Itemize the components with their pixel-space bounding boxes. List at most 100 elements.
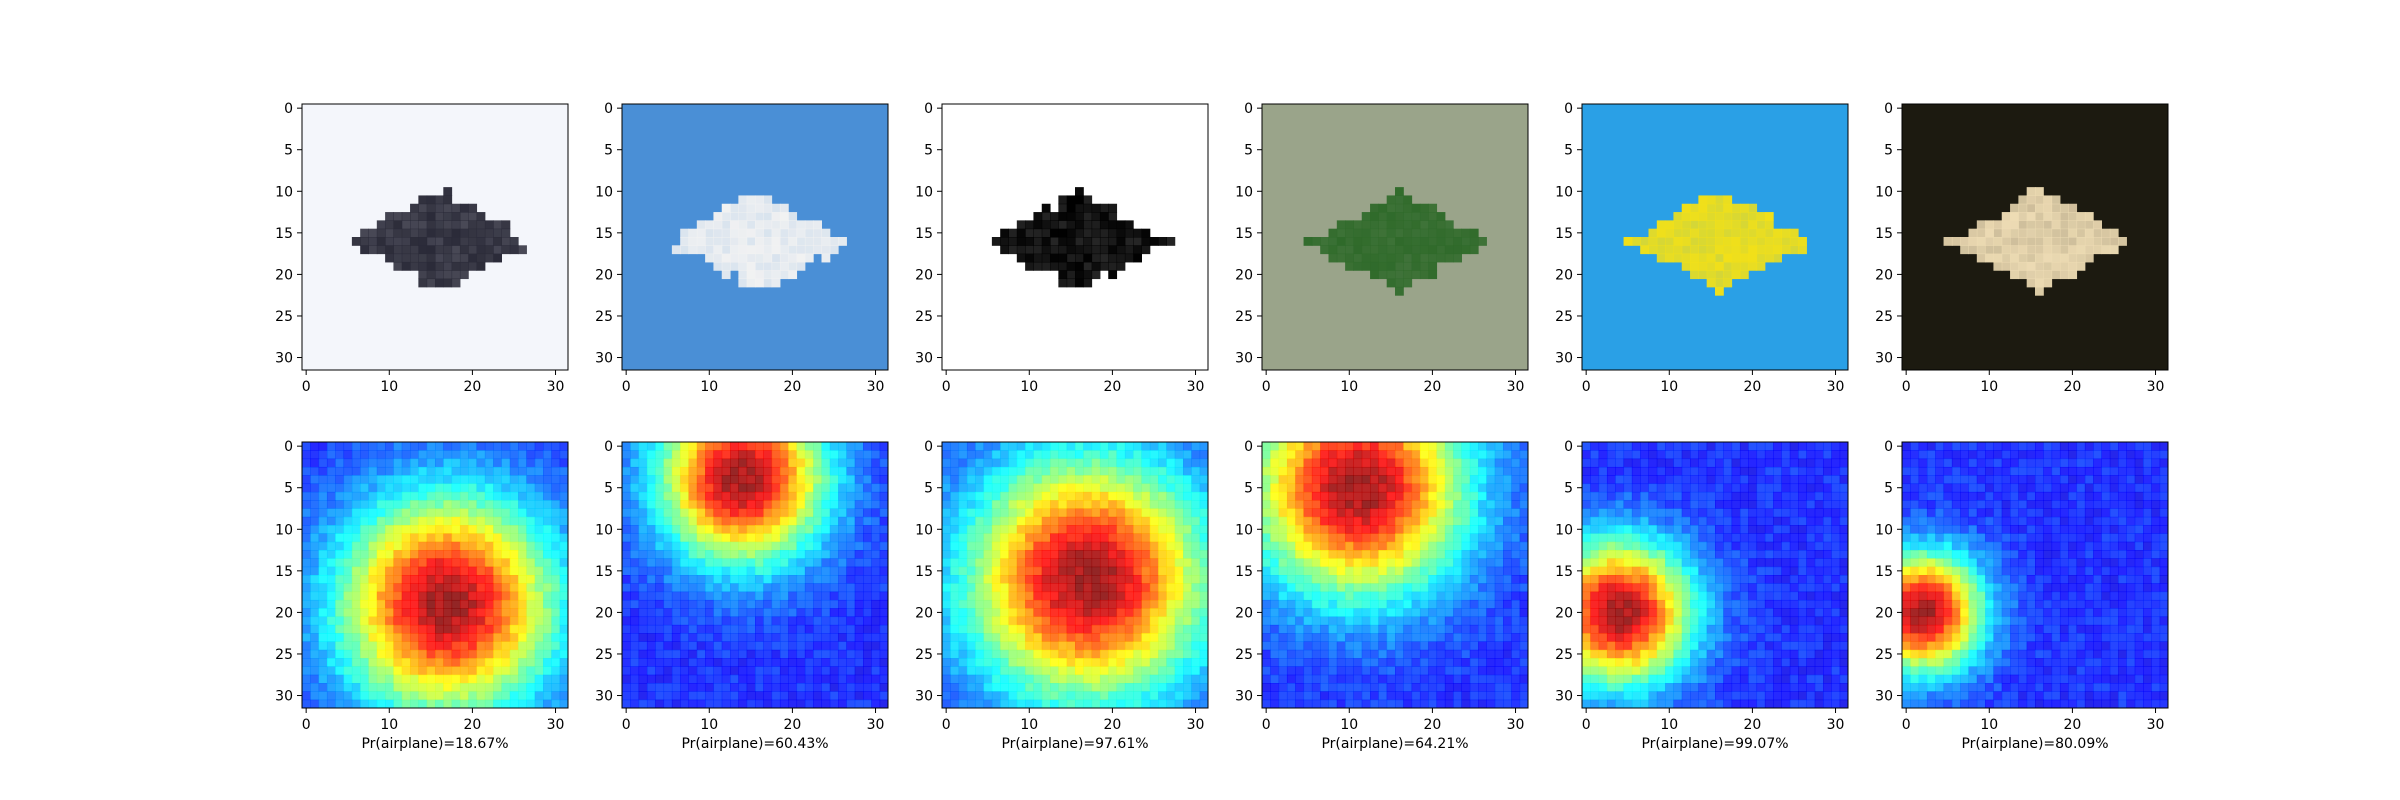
axes-frame (1261, 441, 1529, 709)
y-tick-label: 20 (1555, 267, 1573, 283)
panel-0-2: 0 5 10 15 20 25 30 0 10 20 30 (915, 101, 1209, 395)
panel-0-4: 0 5 10 15 20 25 30 0 10 20 30 (1555, 101, 1849, 395)
attention-heatmap (622, 442, 888, 708)
y-tick-label: 25 (1555, 647, 1573, 663)
y-tick-label: 30 (1235, 689, 1253, 705)
y-tick-label: 5 (284, 143, 293, 159)
y-tick-label: 0 (924, 439, 933, 455)
y-tick-label: 30 (915, 689, 933, 705)
y-tick-label: 25 (1555, 309, 1573, 325)
input-image (1902, 104, 2168, 370)
y-tick-label: 5 (1244, 143, 1253, 159)
x-tick-label: 0 (1262, 717, 1271, 733)
x-tick-label: 10 (1340, 717, 1358, 733)
y-tick-label: 0 (1564, 439, 1573, 455)
y-tick-label: 5 (1564, 143, 1573, 159)
y-tick-label: 15 (1555, 226, 1573, 242)
axes-frame (941, 441, 1209, 709)
x-tick-label: 30 (1507, 717, 1525, 733)
y-tick-label: 25 (595, 647, 613, 663)
y-tick-label: 25 (915, 309, 933, 325)
input-image (1582, 104, 1848, 370)
x-tick-label: 0 (1902, 379, 1911, 395)
x-tick-label: 30 (867, 379, 885, 395)
y-tick-label: 0 (604, 439, 613, 455)
y-tick-label: 30 (275, 689, 293, 705)
y-tick-label: 30 (1555, 689, 1573, 705)
y-tick-label: 0 (1564, 101, 1573, 117)
x-tick-label: 20 (463, 717, 481, 733)
panel-grid: 0 5 10 15 20 25 30 0 10 20 30 0 5 10 15 20 25 30 0 10 20 30 Pr… (275, 101, 2169, 752)
y-tick-label: 25 (1235, 309, 1253, 325)
x-tick-label: 20 (783, 717, 801, 733)
panel-0-3: 0 5 10 15 20 25 30 0 10 20 30 (1235, 101, 1529, 395)
probability-caption: Pr(airplane)=80.09% (1961, 736, 2108, 752)
y-tick-label: 5 (1564, 481, 1573, 497)
panel-0-5: 0 5 10 15 20 25 30 0 10 20 30 (1875, 101, 2169, 395)
x-tick-label: 20 (1103, 717, 1121, 733)
x-tick-label: 30 (1187, 379, 1205, 395)
y-tick-label: 20 (915, 605, 933, 621)
y-tick-label: 25 (1875, 309, 1893, 325)
axes-frame (621, 441, 889, 709)
y-tick-label: 25 (915, 647, 933, 663)
y-tick-label: 30 (1235, 351, 1253, 367)
probability-caption: Pr(airplane)=60.43% (681, 736, 828, 752)
panel-1-2: 0 5 10 15 20 25 30 0 10 20 30 Pr(airplane)=97.61% (915, 439, 1209, 752)
probability-caption: Pr(airplane)=64.21% (1321, 736, 1468, 752)
input-image (1262, 104, 1528, 370)
y-tick-label: 10 (1875, 184, 1893, 200)
y-tick-label: 15 (1555, 564, 1573, 580)
y-tick-label: 10 (1875, 522, 1893, 538)
y-tick-label: 15 (275, 564, 293, 580)
axes-frame (621, 103, 889, 371)
y-tick-label: 20 (1875, 267, 1893, 283)
x-tick-label: 0 (302, 379, 311, 395)
axes-frame (301, 441, 569, 709)
y-tick-label: 25 (1235, 647, 1253, 663)
y-tick-label: 0 (1244, 439, 1253, 455)
x-tick-label: 10 (380, 717, 398, 733)
x-tick-label: 20 (1423, 717, 1441, 733)
y-tick-label: 5 (1884, 143, 1893, 159)
y-tick-label: 0 (1244, 101, 1253, 117)
x-tick-label: 20 (783, 379, 801, 395)
axes-frame (1581, 441, 1849, 709)
y-tick-label: 10 (915, 184, 933, 200)
y-tick-label: 20 (275, 605, 293, 621)
input-image (622, 104, 888, 370)
panel-1-1: 0 5 10 15 20 25 30 0 10 20 30 Pr(airplane)=60.43% (595, 439, 889, 752)
y-tick-label: 15 (275, 226, 293, 242)
y-tick-label: 0 (1884, 439, 1893, 455)
axes-frame (1261, 103, 1529, 371)
y-tick-label: 30 (1555, 351, 1573, 367)
y-tick-label: 5 (284, 481, 293, 497)
x-tick-label: 20 (1423, 379, 1441, 395)
x-tick-label: 20 (1743, 717, 1761, 733)
x-tick-label: 0 (1582, 379, 1591, 395)
x-tick-label: 10 (700, 717, 718, 733)
probability-caption: Pr(airplane)=99.07% (1641, 736, 1788, 752)
y-tick-label: 0 (604, 101, 613, 117)
y-tick-label: 30 (275, 351, 293, 367)
y-tick-label: 20 (595, 267, 613, 283)
y-tick-label: 10 (275, 184, 293, 200)
x-tick-label: 0 (942, 379, 951, 395)
x-tick-label: 30 (2147, 717, 2165, 733)
x-tick-label: 30 (1187, 717, 1205, 733)
y-tick-label: 5 (924, 481, 933, 497)
x-tick-label: 30 (547, 717, 565, 733)
y-tick-label: 0 (924, 101, 933, 117)
x-tick-label: 0 (622, 717, 631, 733)
x-tick-label: 10 (700, 379, 718, 395)
x-tick-label: 20 (2063, 379, 2081, 395)
panel-1-3: 0 5 10 15 20 25 30 0 10 20 30 Pr(airplane)=64.21% (1235, 439, 1529, 752)
x-tick-label: 10 (380, 379, 398, 395)
y-tick-label: 10 (1235, 522, 1253, 538)
attention-heatmap (1902, 442, 2168, 708)
y-tick-label: 20 (1235, 267, 1253, 283)
y-tick-label: 15 (595, 564, 613, 580)
axes-frame (1901, 441, 2169, 709)
y-tick-label: 10 (595, 184, 613, 200)
